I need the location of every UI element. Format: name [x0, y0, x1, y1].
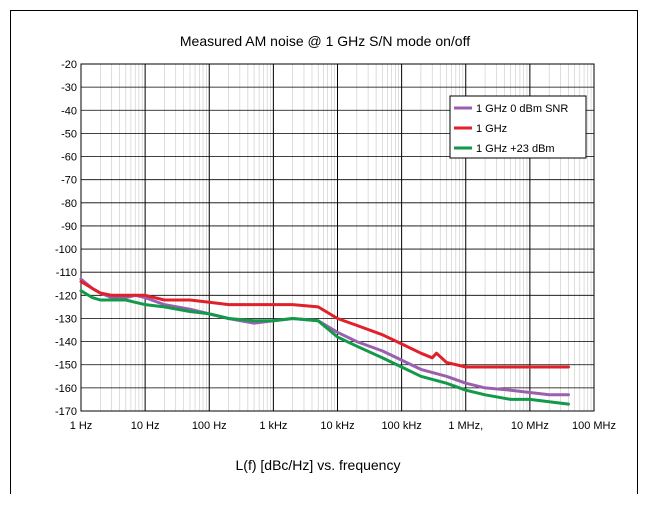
y-tick-label: -60: [61, 152, 77, 164]
x-tick-label: 1 MHz,: [448, 420, 483, 432]
y-tick-labels: -20 -30 -40 -50 -60 -70 -80 -90 -100 -110 -120 -130…: [55, 59, 77, 418]
y-tick-label: -20: [61, 59, 77, 71]
x-tick-label: 100 Hz: [192, 420, 227, 432]
y-tick-label: -90: [61, 221, 77, 233]
y-tick-label: -40: [61, 105, 77, 117]
y-tick-label: -70: [61, 175, 77, 187]
y-tick-label: -50: [61, 128, 77, 140]
y-tick-label: -30: [61, 82, 77, 94]
legend-box: [449, 95, 587, 159]
y-tick-label: -170: [55, 406, 77, 418]
x-tick-label: 10 kHz: [320, 420, 354, 432]
x-tick-labels: 1 Hz 10 Hz 100 Hz 1 kHz 10 kHz 100 kHz 1 MHz, 1…: [70, 420, 616, 432]
x-tick-label: 100 MHz: [572, 420, 616, 432]
y-tick-label: -140: [55, 337, 77, 349]
x-tick-label: 10 MHz: [511, 420, 549, 432]
series-layer: [79, 277, 570, 406]
x-tick-label: 100 kHz: [381, 420, 421, 432]
y-tick-label: -110: [56, 267, 77, 279]
x-axis-label: L(f) [dBc/Hz] vs. frequency: [236, 457, 401, 473]
series-line-2: [79, 280, 570, 369]
x-tick-label: 1 Hz: [70, 420, 93, 432]
legend-label: 1 GHz 0 dBm SNR: [476, 103, 568, 115]
plot-border: [80, 63, 595, 412]
legend-label: 1 GHz +23 dBm: [476, 143, 555, 155]
series-line-3: [79, 289, 570, 406]
legend-label: 1 GHz: [476, 123, 507, 135]
y-tick-label: -130: [55, 313, 77, 325]
y-tick-label: -120: [55, 290, 77, 302]
y-tick-label: -100: [55, 244, 77, 256]
y-tick-label: -160: [55, 383, 77, 395]
legend: 1 GHz 0 dBm SNR 1 GHz 1 GHz +23 dBm: [449, 95, 587, 159]
y-tick-label: -150: [55, 360, 77, 372]
chart-title: Measured AM noise @ 1 GHz S/N mode on/of…: [180, 33, 470, 49]
chart-frame: [10, 10, 638, 494]
y-tick-label: -80: [61, 198, 77, 210]
x-tick-label: 10 Hz: [131, 420, 160, 432]
x-tick-label: 1 kHz: [259, 420, 287, 432]
